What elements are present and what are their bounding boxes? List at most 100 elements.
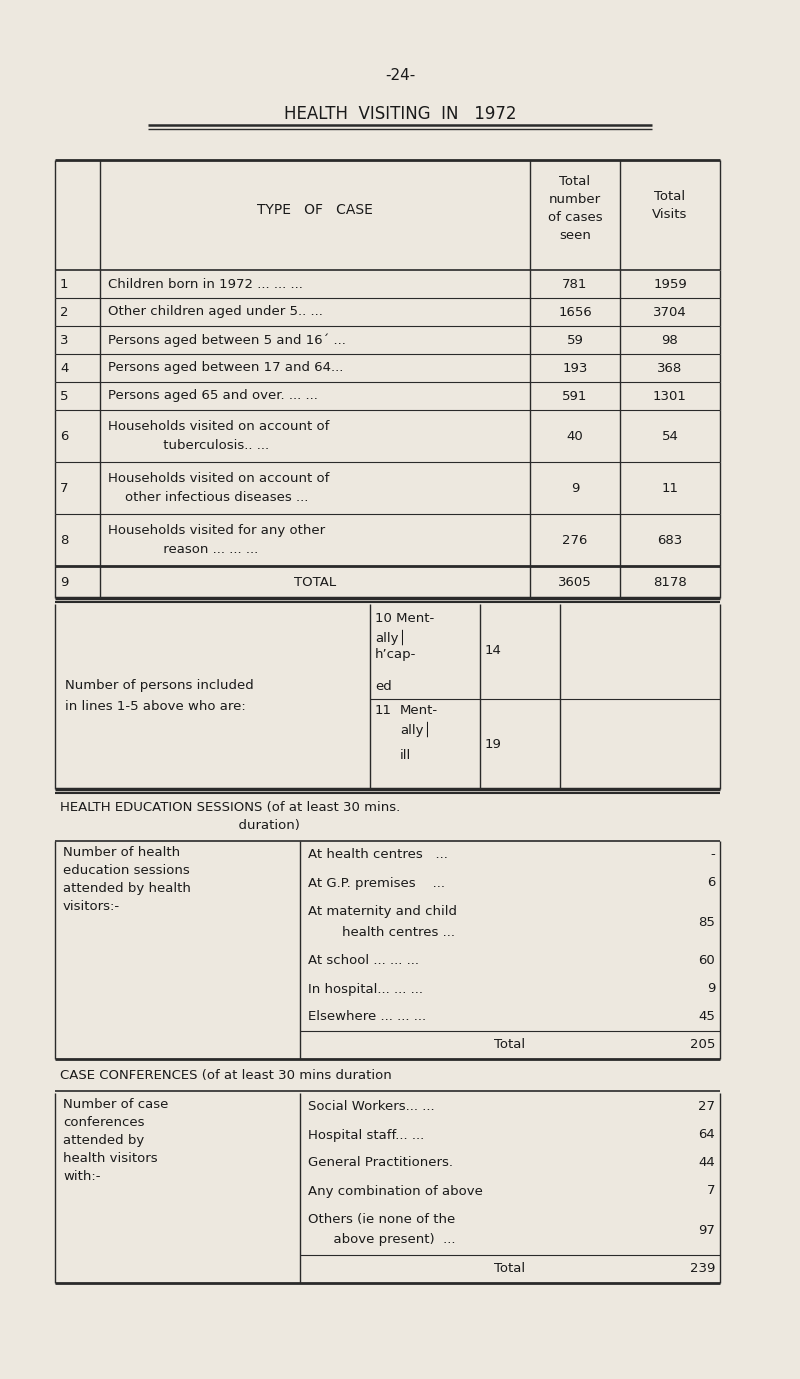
Text: At maternity and child: At maternity and child (308, 905, 457, 917)
Text: number: number (549, 193, 601, 205)
Text: Social Workers... ...: Social Workers... ... (308, 1100, 434, 1113)
Text: above present)  ...: above present) ... (308, 1233, 455, 1247)
Text: 54: 54 (662, 429, 678, 443)
Text: 6: 6 (706, 877, 715, 889)
Text: Children born in 1972 ... ... ...: Children born in 1972 ... ... ... (108, 277, 303, 291)
Text: 6: 6 (60, 429, 68, 443)
Text: in lines 1-5 above who are:: in lines 1-5 above who are: (65, 699, 246, 713)
Text: ally│: ally│ (400, 723, 431, 738)
Text: ally│: ally│ (375, 630, 406, 645)
Text: Households visited on account of: Households visited on account of (108, 472, 330, 485)
Text: At health centres   ...: At health centres ... (308, 848, 448, 862)
Text: reason ... ... ...: reason ... ... ... (108, 543, 258, 556)
Text: 59: 59 (566, 334, 583, 346)
Text: 276: 276 (562, 534, 588, 546)
Text: 1: 1 (60, 277, 69, 291)
Text: 3605: 3605 (558, 575, 592, 589)
Text: 1959: 1959 (653, 277, 687, 291)
Text: health centres ...: health centres ... (308, 927, 455, 939)
Text: 7: 7 (60, 481, 69, 495)
Text: Any combination of above: Any combination of above (308, 1185, 483, 1197)
Text: 3704: 3704 (653, 306, 687, 319)
Text: 1656: 1656 (558, 306, 592, 319)
Text: ill: ill (400, 749, 411, 763)
Text: Others (ie none of the: Others (ie none of the (308, 1214, 455, 1226)
Text: attended by health: attended by health (63, 883, 191, 895)
Text: 3: 3 (60, 334, 69, 346)
Text: TYPE   OF   CASE: TYPE OF CASE (257, 203, 373, 217)
Text: HEALTH  VISITING  IN   1972: HEALTH VISITING IN 1972 (284, 105, 516, 123)
Text: other infectious diseases ...: other infectious diseases ... (108, 491, 308, 503)
Text: seen: seen (559, 229, 591, 241)
Text: Persons aged between 17 and 64...: Persons aged between 17 and 64... (108, 361, 343, 375)
Text: attended by: attended by (63, 1134, 144, 1147)
Text: Ment-: Ment- (400, 705, 438, 717)
Text: 193: 193 (562, 361, 588, 375)
Text: Other children aged under 5.. ...: Other children aged under 5.. ... (108, 306, 323, 319)
Text: At G.P. premises    ...: At G.P. premises ... (308, 877, 445, 889)
Text: 683: 683 (658, 534, 682, 546)
Text: of cases: of cases (548, 211, 602, 223)
Text: -: - (710, 848, 715, 862)
Text: conferences: conferences (63, 1116, 145, 1129)
Text: 19: 19 (485, 738, 502, 750)
Text: education sessions: education sessions (63, 865, 190, 877)
Text: 5: 5 (60, 389, 69, 403)
Text: visitors:-: visitors:- (63, 900, 120, 913)
Text: 11: 11 (662, 481, 678, 495)
Text: Total: Total (494, 1263, 526, 1276)
Text: Number of case: Number of case (63, 1098, 168, 1111)
Text: 60: 60 (698, 954, 715, 968)
Text: 8178: 8178 (653, 575, 687, 589)
Text: 9: 9 (60, 575, 68, 589)
Text: TOTAL: TOTAL (294, 575, 336, 589)
Text: 64: 64 (698, 1128, 715, 1142)
Text: 2: 2 (60, 306, 69, 319)
Text: 591: 591 (562, 389, 588, 403)
Text: Persons aged 65 and over. ... ...: Persons aged 65 and over. ... ... (108, 389, 318, 403)
Text: Number of persons included: Number of persons included (65, 680, 254, 692)
Text: 1301: 1301 (653, 389, 687, 403)
Text: CASE CONFERENCES (of at least 30 mins duration: CASE CONFERENCES (of at least 30 mins du… (60, 1069, 392, 1083)
Text: 85: 85 (698, 916, 715, 928)
Text: 368: 368 (658, 361, 682, 375)
Text: 7: 7 (706, 1185, 715, 1197)
Text: 27: 27 (698, 1100, 715, 1113)
Text: Total: Total (494, 1038, 526, 1052)
Text: Elsewhere ... ... ...: Elsewhere ... ... ... (308, 1011, 426, 1023)
Text: 781: 781 (562, 277, 588, 291)
Text: 239: 239 (690, 1263, 715, 1276)
Text: 44: 44 (698, 1157, 715, 1169)
Text: Total: Total (654, 190, 686, 203)
Text: Total: Total (559, 175, 590, 188)
Text: General Practitioners.: General Practitioners. (308, 1157, 453, 1169)
Text: h’cap-: h’cap- (375, 648, 416, 661)
Text: Visits: Visits (652, 208, 688, 221)
Text: 40: 40 (566, 429, 583, 443)
Text: health visitors: health visitors (63, 1151, 158, 1165)
Text: 11: 11 (375, 705, 392, 717)
Text: 4: 4 (60, 361, 68, 375)
Text: duration): duration) (60, 819, 300, 832)
Text: 9: 9 (706, 982, 715, 996)
Text: In hospital... ... ...: In hospital... ... ... (308, 982, 423, 996)
Text: At school ... ... ...: At school ... ... ... (308, 954, 419, 968)
Text: Households visited for any other: Households visited for any other (108, 524, 325, 538)
Text: with:-: with:- (63, 1169, 101, 1183)
Text: Number of health: Number of health (63, 845, 180, 859)
Text: Hospital staff... ...: Hospital staff... ... (308, 1128, 424, 1142)
Text: 10 Ment-: 10 Ment- (375, 612, 434, 625)
Text: 98: 98 (662, 334, 678, 346)
Text: 14: 14 (485, 644, 502, 658)
Text: 45: 45 (698, 1011, 715, 1023)
Text: tuberculosis.. ...: tuberculosis.. ... (108, 439, 269, 452)
Text: 97: 97 (698, 1223, 715, 1237)
Text: HEALTH EDUCATION SESSIONS (of at least 30 mins.: HEALTH EDUCATION SESSIONS (of at least 3… (60, 801, 400, 814)
Text: 9: 9 (571, 481, 579, 495)
Text: -24-: -24- (385, 68, 415, 83)
Text: Persons aged between 5 and 16´ ...: Persons aged between 5 and 16´ ... (108, 334, 346, 346)
Text: 205: 205 (690, 1038, 715, 1052)
Text: Households visited on account of: Households visited on account of (108, 421, 330, 433)
Text: 8: 8 (60, 534, 68, 546)
Text: ed: ed (375, 680, 392, 694)
